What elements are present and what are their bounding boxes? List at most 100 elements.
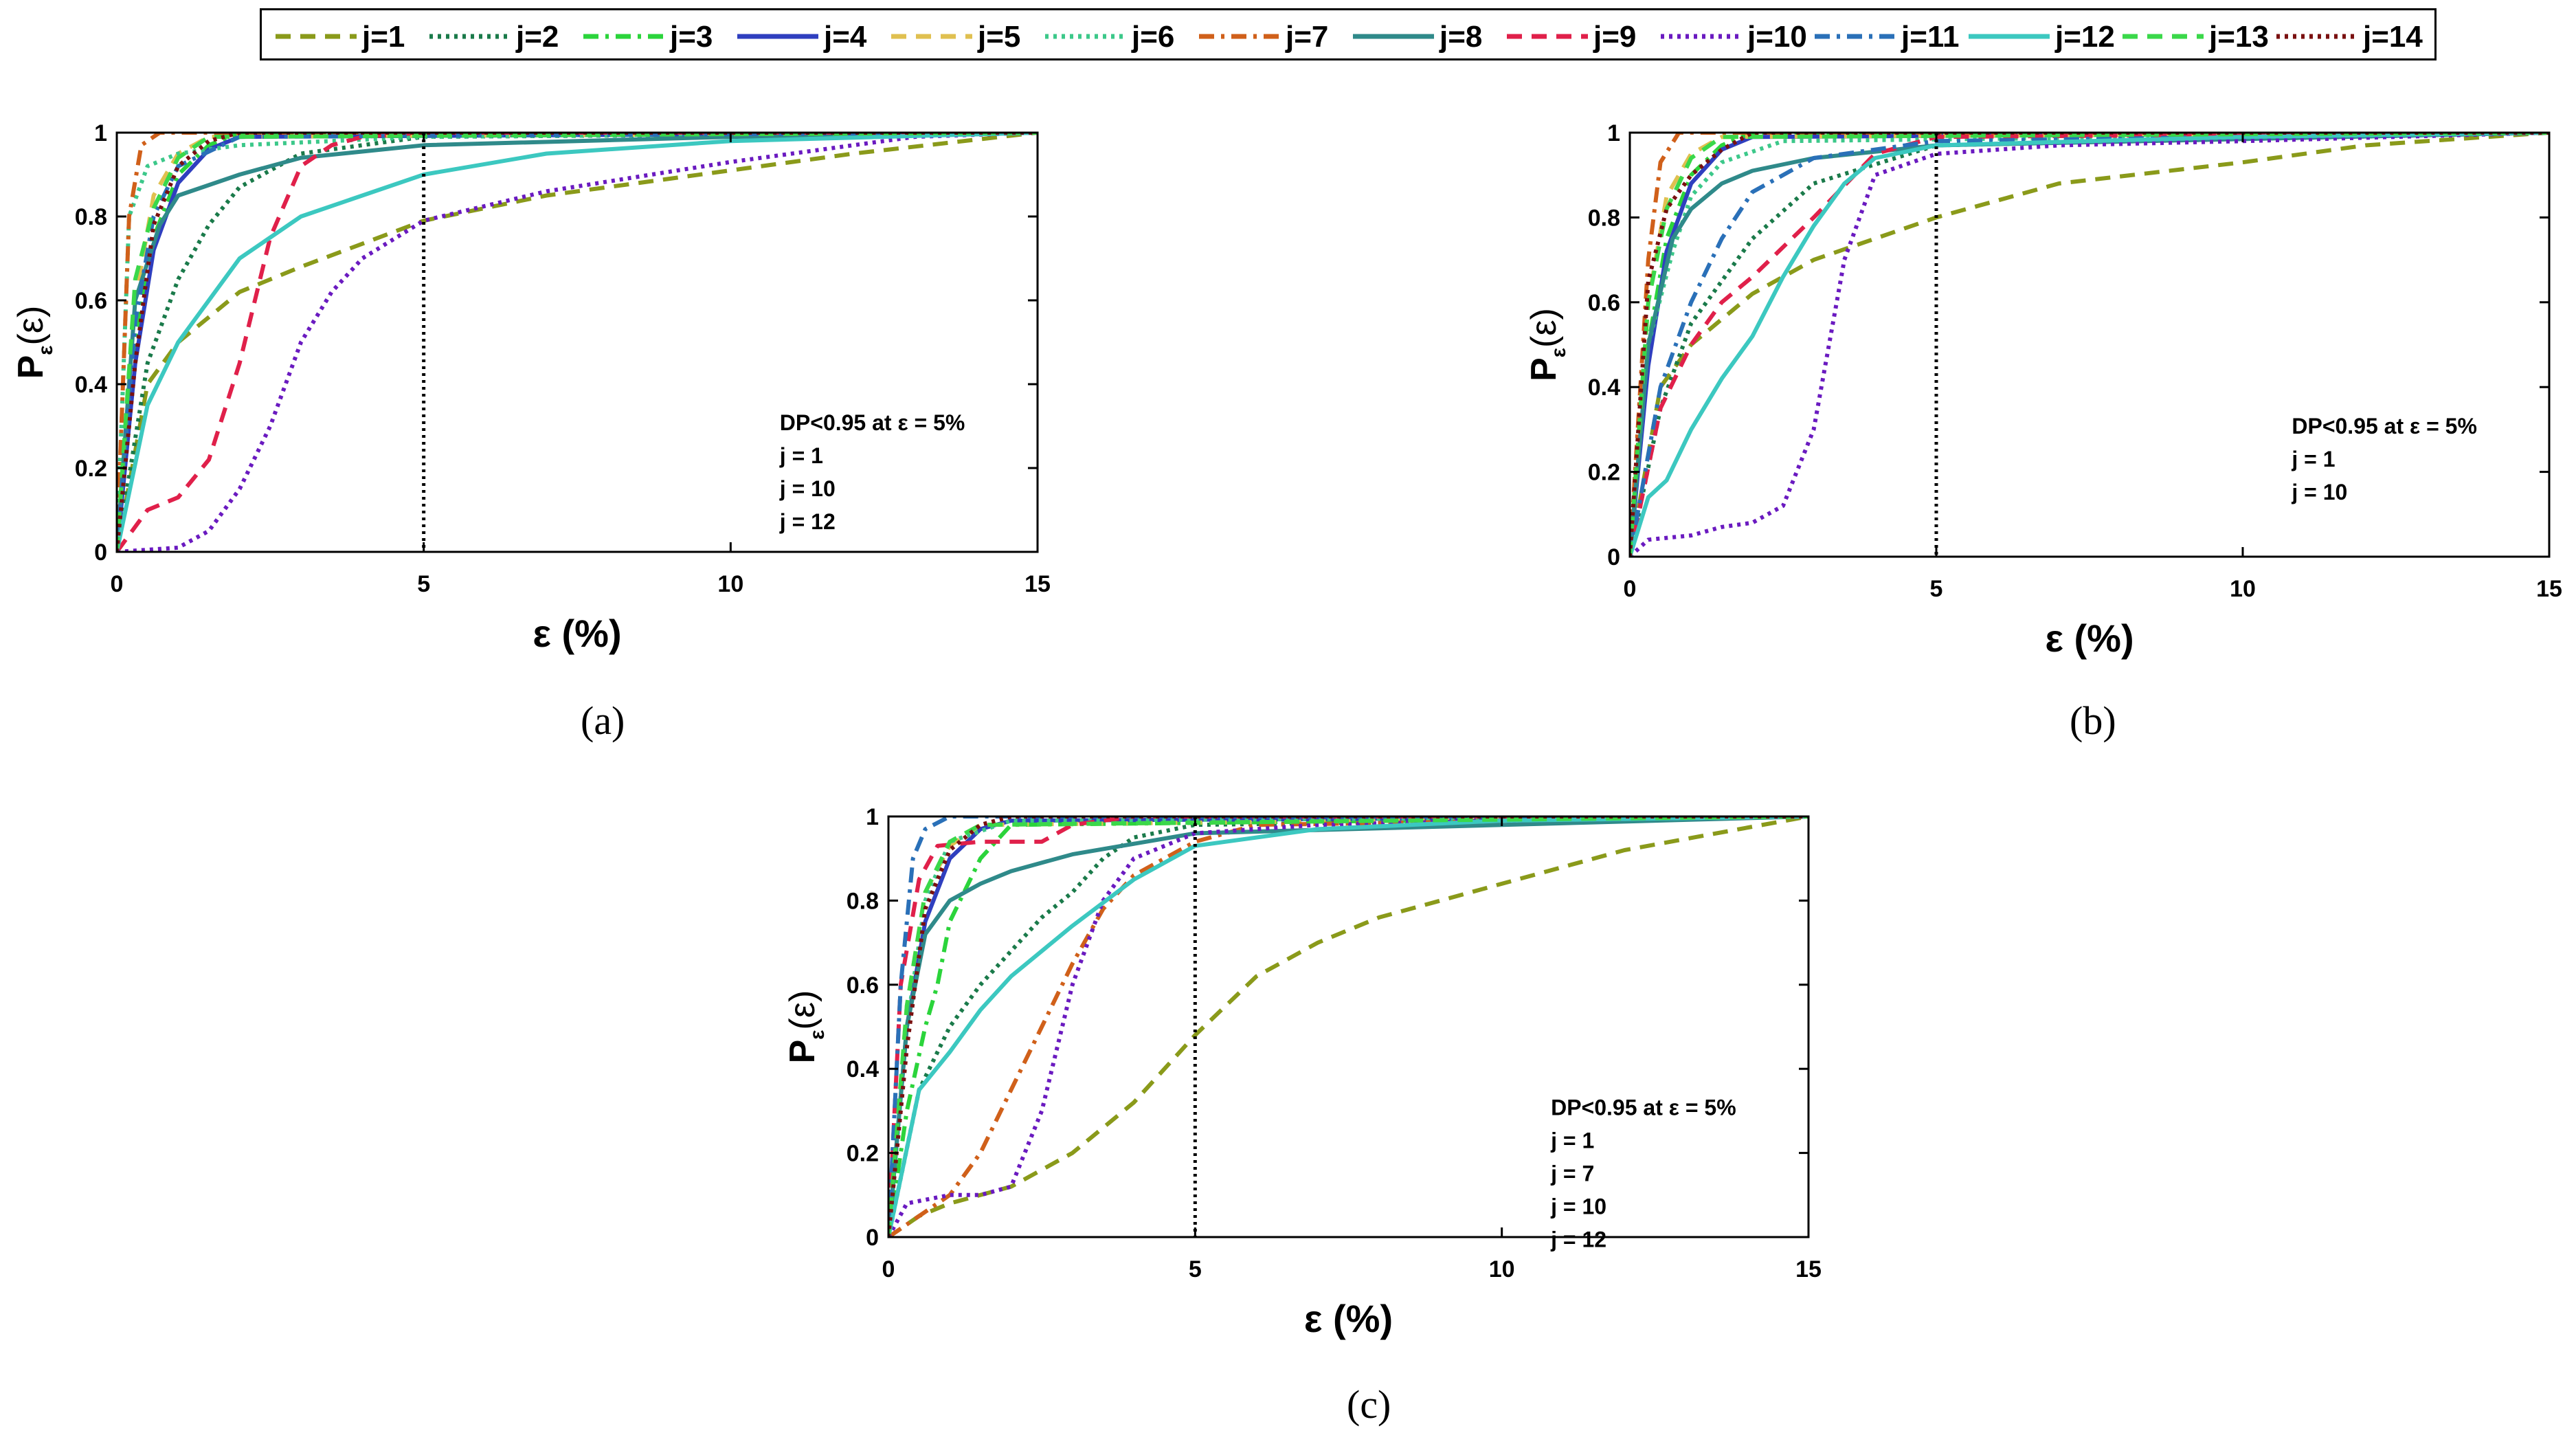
annotation-line-a-3: j = 10 [779,476,836,501]
y-tick-label-b: 0.2 [1588,460,1620,486]
y-axis-label-b: Pε(ε) [1524,308,1570,381]
plot-frame-c [887,815,1810,1238]
y-tick-label-a: 0.6 [75,288,107,314]
series-line-b-3 [1630,133,2549,557]
y-tick-label-b: 0.8 [1588,205,1620,231]
series-line-b-9 [1630,133,2549,557]
series-line-b-12 [1630,133,2549,557]
series-line-a-13 [117,133,1038,552]
x-tick-label-c: 15 [1795,1256,1822,1282]
legend-label-14: j=14 [2362,20,2423,54]
x-axis-label-b: ε (%) [2045,616,2133,660]
chart-panel-b: 0 5 10 15 0 0.2 0.4 0.6 0.8 1 ε (%) Pε(ε) DP<0.95 at… [1524,120,2562,660]
series-line-a-10 [117,133,1038,552]
legend-label-12: j=12 [2054,20,2115,54]
series-line-c-9 [888,816,1808,1237]
x-axis-label-c: ε (%) [1304,1297,1393,1340]
plot-frame-b [1628,131,2551,558]
x-tick-label-a: 15 [1024,571,1051,597]
series-line-b-5 [1630,133,2549,557]
series-line-c-13 [888,816,1808,1237]
y-axis-label-a: Pε(ε) [11,306,57,379]
y-tick-label-c: 0.8 [847,888,879,914]
annotation-line-a-1: DP<0.95 at ε = 5% [780,410,965,435]
series-line-c-2 [888,816,1808,1237]
panel-a-caption: (a) [581,698,625,743]
series-line-a-8 [117,133,1038,552]
annotation-line-b-2: j = 1 [2291,447,2335,471]
series-line-c-11 [888,816,1808,1237]
series-line-a-11 [117,133,1038,552]
y-tick-label-c: 0 [866,1225,879,1251]
x-tick-label-c: 10 [1489,1256,1515,1282]
x-axis-label-a: ε (%) [533,612,621,655]
annotation-line-a-4: j = 12 [779,509,836,534]
x-tick-label-c: 5 [1189,1256,1202,1282]
series-line-a-1 [117,133,1038,552]
series-line-a-6 [117,133,1038,552]
series-line-a-2 [117,133,1038,552]
y-tick-label-c: 1 [866,804,879,830]
legend-label-9: j=9 [1593,20,1636,54]
x-tick-label-b: 10 [2230,576,2256,602]
annotation-line-a-2: j = 1 [779,443,823,468]
legend-label-5: j=5 [977,20,1020,54]
series-line-a-4 [117,133,1038,552]
series-line-c-14 [888,816,1808,1237]
legend-label-3: j=3 [669,20,713,54]
series-line-b-11 [1630,133,2549,557]
series-line-b-14 [1630,133,2549,557]
legend-box: j=1 j=2 j=3 j=4 j=5 j=6 j=7 j=8 j=9 j=10 j=11 j=12 j… [260,8,2437,60]
series-line-b-6 [1630,133,2549,557]
x-tick-label-a: 0 [111,571,124,597]
annotation-line-c-4: j = 10 [1550,1194,1606,1219]
legend-label-4: j=4 [823,20,867,54]
annotation-line-b-1: DP<0.95 at ε = 5% [2292,414,2477,438]
series-line-c-6 [888,816,1808,1237]
series-line-c-3 [888,816,1808,1237]
series-line-a-9 [117,133,1038,552]
annotation-line-c-2: j = 1 [1550,1128,1594,1153]
legend-label-2: j=2 [515,20,559,54]
series-line-b-7 [1630,133,2549,557]
legend-label-7: j=7 [1285,20,1328,54]
y-tick-label-a: 0.8 [75,204,107,230]
y-tick-label-c: 0.4 [847,1056,879,1082]
panel-b-caption: (b) [2070,698,2116,743]
y-tick-label-a: 0.2 [75,456,107,482]
series-line-c-12 [888,816,1808,1237]
legend-label-8: j=8 [1439,20,1482,54]
x-tick-label-a: 10 [717,571,743,597]
legend-label-6: j=6 [1131,20,1174,54]
legend-label-10: j=10 [1747,20,1807,54]
annotation-line-c-5: j = 12 [1550,1227,1606,1252]
x-tick-label-c: 0 [882,1256,895,1282]
x-tick-label-b: 0 [1624,576,1637,602]
series-line-b-4 [1630,133,2549,557]
series-line-c-8 [888,816,1808,1237]
legend-entries: j=1 j=2 j=3 j=4 j=5 j=6 j=7 j=8 j=9 j=10 j=11 j=12 j… [276,20,2423,54]
series-line-c-10 [888,816,1808,1237]
y-tick-label-b: 0.4 [1588,375,1620,401]
series-line-b-10 [1630,133,2549,557]
annotation-line-c-1: DP<0.95 at ε = 5% [1551,1095,1736,1120]
y-tick-label-a: 0.4 [75,372,107,398]
series-line-a-3 [117,133,1038,552]
panel-c-caption: (c) [1347,1382,1391,1427]
series-line-c-4 [888,816,1808,1237]
y-tick-label-a: 1 [94,120,107,146]
series-line-c-1 [888,816,1808,1237]
series-line-a-7 [117,133,1038,552]
y-tick-label-b: 0 [1607,544,1620,570]
series-line-a-14 [117,133,1038,552]
legend-label-1: j=1 [361,20,405,54]
series-line-c-5 [888,816,1808,1237]
x-tick-label-b: 15 [2536,576,2562,602]
legend-label-13: j=13 [2208,20,2269,54]
series-line-c-7 [888,816,1808,1237]
y-tick-label-b: 0.6 [1588,290,1620,316]
x-tick-label-a: 5 [417,571,430,597]
annotation-line-b-3: j = 10 [2291,480,2347,504]
y-tick-label-a: 0 [94,540,107,566]
